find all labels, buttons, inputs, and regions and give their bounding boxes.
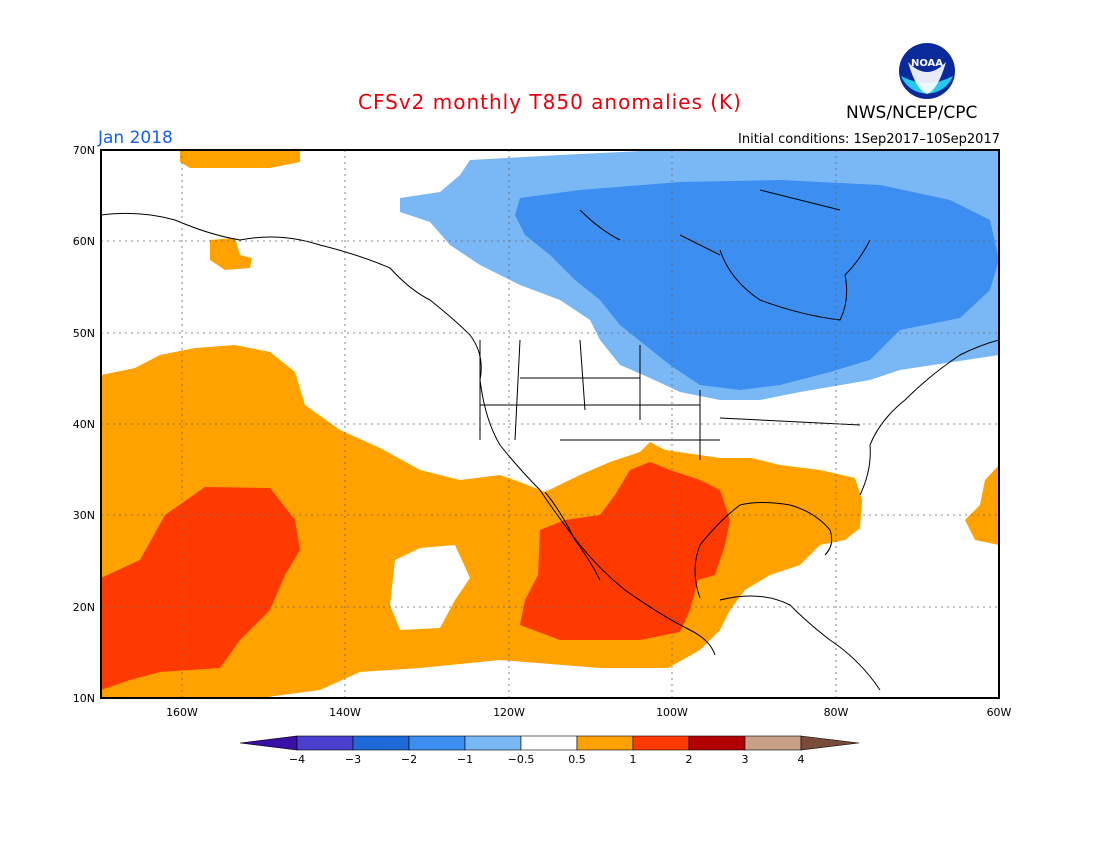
colorbar-swatch [296,735,354,751]
noaa-logo: NOAA [899,43,955,99]
colorbar-label: 1 [630,753,637,766]
lon-tick-120w: 120W [493,706,525,719]
colorbar-swatch [352,735,410,751]
colorbar-swatch [688,735,746,751]
lat-tick-20n: 20N [73,601,95,614]
anomaly-region-strong-1 [101,487,300,690]
lon-tick-60w: 60W [987,706,1012,719]
anomaly-region-strong-2 [520,462,730,640]
colorbar-label: −0.5 [508,753,535,766]
colorbar-label: −4 [289,753,305,766]
gridlines [101,150,999,698]
colorbar-label: 2 [686,753,693,766]
lat-tick-30n: 30N [73,509,95,522]
forecast-month: Jan 2018 [98,128,173,148]
colorbar-label: 3 [742,753,749,766]
lon-tick-100w: 100W [656,706,688,719]
anomaly-region-positive-4 [965,465,999,545]
colorbar-label: −3 [345,753,361,766]
lat-tick-10n: 10N [73,692,95,705]
chart-title: CFSv2 monthly T850 anomalies (K) [358,90,742,114]
colorbar-swatch [520,735,578,751]
lat-tick-40n: 40N [73,418,95,431]
logo-text: NOAA [911,58,943,69]
colorbar-swatch [576,735,634,751]
colorbar-label: −2 [401,753,417,766]
colorbar-label: 4 [798,753,805,766]
anomaly-region-negative-mid [515,180,999,390]
lat-tick-70n: 70N [73,144,95,157]
lat-tick-60n: 60N [73,235,95,248]
colorbar-swatch [408,735,466,751]
lon-tick-140w: 140W [329,706,361,719]
colorbar-arrow-high [800,735,860,751]
colorbar-arrow-low [239,735,298,751]
anomaly-region-positive-3 [210,238,252,270]
lon-tick-80w: 80W [824,706,849,719]
initial-conditions: Initial conditions: 1Sep2017–10Sep2017 [738,132,1000,147]
map-frame [100,149,1000,699]
colorbar-label: −1 [457,753,473,766]
lon-tick-160w: 160W [166,706,198,719]
anomaly-region-positive-2 [180,150,300,168]
agency-label: NWS/NCEP/CPC [846,103,978,123]
colorbar-swatch [632,735,690,751]
colorbar-swatch [464,735,522,751]
colorbar-swatch [744,735,802,751]
lat-tick-50n: 50N [73,327,95,340]
colorbar-label: 0.5 [568,753,586,766]
neutral-hole [390,545,470,630]
coastlines [101,189,999,691]
